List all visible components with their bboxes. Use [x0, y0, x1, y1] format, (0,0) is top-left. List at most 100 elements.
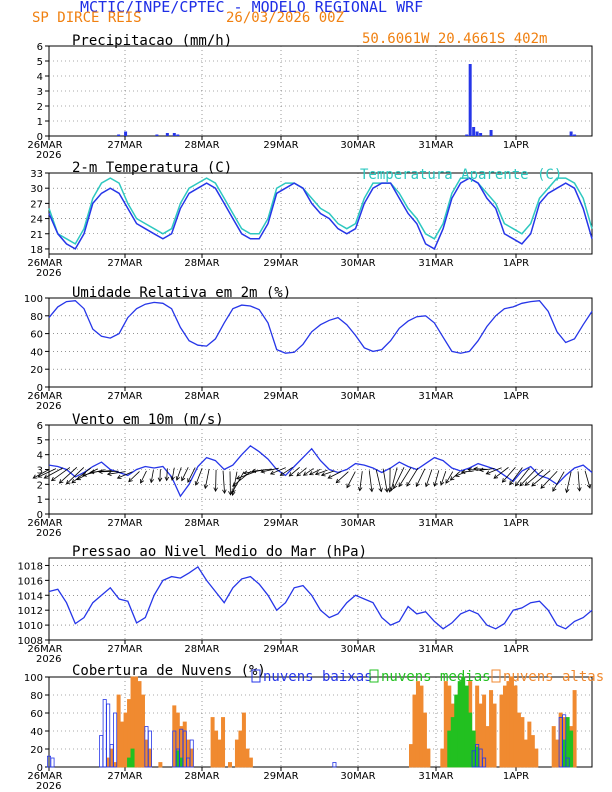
panel-title: Precipitacao (mm/h) — [72, 33, 232, 49]
x-tick-label: 30MAR — [340, 518, 375, 529]
wind-vector — [425, 469, 433, 487]
y-tick-label: 4 — [37, 72, 43, 83]
wind-vector-head — [314, 471, 320, 476]
wind-vector-head — [327, 474, 333, 479]
wind-vector — [434, 470, 440, 487]
cloud-mid-bar — [175, 750, 180, 768]
cloud-high-bar — [534, 748, 539, 768]
wind-vector — [486, 467, 502, 475]
x-tick-label: 29MAR — [263, 258, 298, 269]
y-tick-label: 40 — [30, 347, 43, 358]
wind-vector — [232, 471, 252, 487]
cloud-high-bar — [492, 703, 497, 768]
y-tick-label: 80 — [30, 312, 43, 323]
cloud-high-bar — [408, 744, 413, 768]
cloud-high-bar — [217, 739, 222, 768]
precip-bar — [489, 130, 493, 136]
cloud-low-bar — [50, 757, 55, 768]
x-tick-label: 26MAR — [27, 771, 62, 782]
wind-vector-head — [128, 477, 133, 483]
cloud-high-bar — [523, 739, 528, 768]
cloud-mid-bar — [562, 739, 567, 768]
y-tick-label: 5 — [37, 436, 43, 447]
cloud-high-bar — [116, 694, 121, 768]
cloud-mid-bar — [468, 712, 473, 768]
wind-vector-head — [302, 471, 308, 476]
y-tick-label: 24 — [30, 215, 43, 226]
x-tick-label: 28MAR — [184, 258, 219, 269]
cloud-high-bar — [123, 712, 128, 768]
wind-vector-head — [467, 467, 472, 472]
wind-vector — [204, 468, 210, 489]
wind-vector-head — [531, 482, 536, 487]
cloud-high-bar — [419, 685, 424, 768]
wind-vector-head — [222, 489, 227, 495]
cloud-low-bar — [113, 712, 118, 768]
y-tick-label: 1012 — [18, 606, 43, 617]
wind-vector-head — [232, 482, 237, 487]
x-tick-label: 30MAR — [340, 258, 375, 269]
wind-vector-head — [540, 484, 545, 489]
wind-vector-head — [82, 472, 87, 477]
y-tick-label: 18 — [30, 245, 43, 256]
wind-vector-head — [449, 476, 455, 481]
x-tick-label: 26MAR — [27, 140, 62, 151]
precip-bar — [117, 134, 121, 136]
wind-vector-head — [139, 478, 145, 484]
y-tick-label: 6 — [37, 42, 43, 53]
wind-vector — [524, 469, 544, 486]
cloud-low-bar — [332, 762, 337, 768]
cloud-high-bar — [158, 762, 163, 768]
cloud-high-bar — [147, 748, 152, 768]
cloud-high-bar — [182, 721, 187, 768]
wind-vector — [252, 468, 272, 472]
wind-vector-head — [231, 488, 236, 494]
y-tick-label: 33 — [30, 169, 43, 180]
umidade-line — [48, 300, 593, 354]
cloud-low-bar — [106, 703, 111, 768]
panel-frame — [48, 45, 593, 137]
x-tick-label: 27MAR — [107, 140, 142, 151]
x-year-label: 2026 — [36, 268, 61, 279]
cloud-high-bar — [221, 717, 226, 768]
cloud-low-bar — [565, 757, 570, 768]
x-tick-label: 31MAR — [418, 644, 453, 655]
cloud-high-bar — [238, 730, 243, 768]
x-year-label: 2026 — [36, 401, 61, 412]
wind-vector — [368, 470, 373, 492]
wind-vector-head — [50, 476, 56, 482]
x-tick-label: 28MAR — [184, 518, 219, 529]
x-tick-label: 29MAR — [263, 391, 298, 402]
wind-vector-head — [106, 471, 112, 476]
wind-vector-head — [296, 471, 302, 477]
x-tick-label: 26MAR — [27, 258, 62, 269]
cloud-legend-label: nuvens medias — [381, 669, 491, 685]
wind-vector-head — [335, 478, 341, 484]
cloud-legend-label: nuvens baixas — [263, 669, 373, 685]
wind-vector-head — [71, 479, 76, 484]
wind-vector — [140, 470, 147, 484]
y-tick-label: 1008 — [18, 636, 43, 647]
wind-vector — [159, 469, 161, 482]
wind-vector — [479, 468, 495, 471]
cloud-high-bar — [415, 681, 420, 768]
wind-vector — [181, 467, 189, 481]
wind-vector — [327, 471, 342, 479]
wind-vector-head — [524, 481, 530, 486]
precip-bar — [172, 133, 176, 136]
x-tick-label: 27MAR — [107, 391, 142, 402]
x-tick-label: 30MAR — [340, 771, 375, 782]
cloud-low-bar — [562, 714, 567, 768]
wind-vector — [552, 471, 565, 492]
wind-vector — [519, 468, 537, 487]
panel-title: 2-m Temperatura (C) — [72, 160, 232, 176]
wind-vector-head — [415, 482, 420, 488]
wind-vector-head — [157, 477, 163, 483]
wind-vector-head — [454, 472, 460, 477]
cloud-high-bar — [134, 676, 139, 768]
wind-vector — [584, 470, 591, 489]
precip-bar — [165, 133, 169, 136]
wind-vector — [117, 471, 133, 479]
cloud-high-bar — [113, 762, 118, 768]
wind-vector-head — [76, 476, 81, 481]
